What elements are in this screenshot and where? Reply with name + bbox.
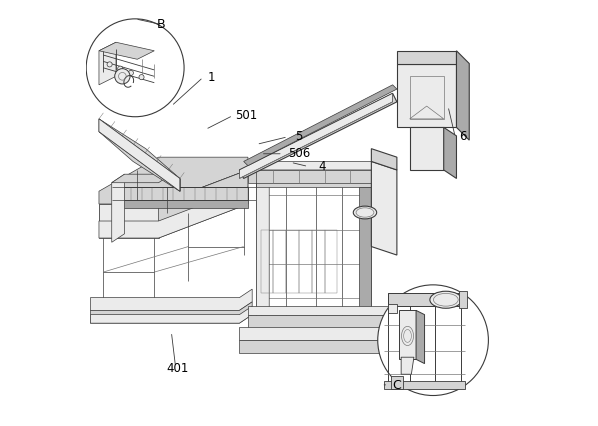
Text: 5: 5 <box>295 130 303 143</box>
Polygon shape <box>410 128 444 170</box>
Ellipse shape <box>353 207 377 219</box>
Text: 4: 4 <box>319 160 326 173</box>
Polygon shape <box>257 179 269 319</box>
Text: 6: 6 <box>459 130 466 143</box>
Circle shape <box>115 69 130 85</box>
Polygon shape <box>388 304 397 313</box>
Polygon shape <box>399 311 416 360</box>
Polygon shape <box>99 158 248 204</box>
Polygon shape <box>90 289 252 311</box>
Circle shape <box>86 20 184 118</box>
Polygon shape <box>384 381 465 389</box>
Polygon shape <box>239 94 393 179</box>
Polygon shape <box>112 175 171 183</box>
Polygon shape <box>120 187 248 200</box>
Text: C: C <box>392 378 401 391</box>
Polygon shape <box>257 175 371 187</box>
Text: 501: 501 <box>234 109 257 122</box>
Polygon shape <box>371 162 397 256</box>
Polygon shape <box>248 315 393 332</box>
Polygon shape <box>243 86 397 166</box>
Polygon shape <box>99 43 154 60</box>
Polygon shape <box>99 187 248 239</box>
Text: B: B <box>156 17 165 31</box>
Polygon shape <box>99 43 116 86</box>
Polygon shape <box>239 94 397 179</box>
Text: 506: 506 <box>288 147 310 160</box>
Circle shape <box>107 63 112 68</box>
Polygon shape <box>239 328 401 340</box>
Polygon shape <box>112 175 124 243</box>
Polygon shape <box>397 52 456 64</box>
Polygon shape <box>248 170 376 183</box>
Polygon shape <box>99 204 158 239</box>
Polygon shape <box>456 52 469 141</box>
Polygon shape <box>359 187 371 319</box>
Polygon shape <box>239 340 401 353</box>
Polygon shape <box>99 120 180 192</box>
Polygon shape <box>371 149 397 170</box>
Polygon shape <box>120 200 248 209</box>
Polygon shape <box>401 357 414 374</box>
Circle shape <box>118 67 123 72</box>
Circle shape <box>378 285 489 396</box>
Polygon shape <box>391 377 403 389</box>
Polygon shape <box>393 306 405 340</box>
Polygon shape <box>416 311 425 364</box>
Polygon shape <box>444 128 456 179</box>
Text: 1: 1 <box>208 71 215 83</box>
Ellipse shape <box>430 291 462 308</box>
Polygon shape <box>90 302 252 323</box>
Polygon shape <box>158 170 248 222</box>
Circle shape <box>139 75 144 81</box>
Polygon shape <box>397 64 456 128</box>
Polygon shape <box>99 204 158 222</box>
Polygon shape <box>99 120 180 192</box>
Polygon shape <box>459 291 467 308</box>
Polygon shape <box>158 170 248 239</box>
Text: 401: 401 <box>166 362 189 374</box>
Polygon shape <box>248 162 384 170</box>
Polygon shape <box>388 294 460 306</box>
Polygon shape <box>248 306 393 315</box>
Polygon shape <box>401 340 410 362</box>
Polygon shape <box>90 306 252 323</box>
Circle shape <box>129 71 133 76</box>
